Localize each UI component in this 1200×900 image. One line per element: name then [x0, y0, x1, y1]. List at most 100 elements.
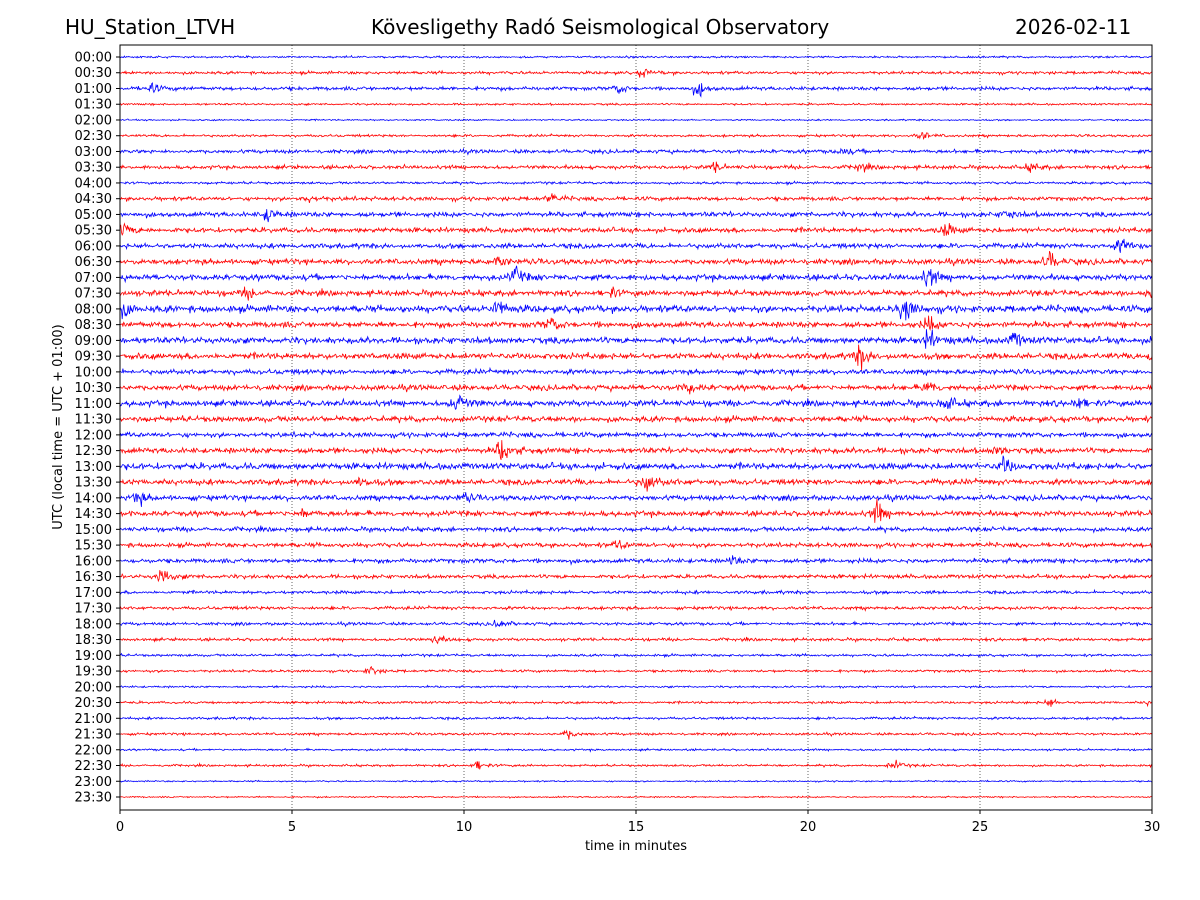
date-label: 2026-02-11: [1015, 15, 1132, 39]
trace-1730: [119, 604, 1153, 612]
trace-1000: [119, 366, 1153, 377]
trace-1230: [119, 440, 1153, 461]
trace-0700: [119, 265, 1153, 287]
y-tick-label: 11:30: [75, 413, 112, 428]
trace-1100: [119, 394, 1153, 410]
trace-2330: [119, 795, 1153, 799]
y-tick-label: 19:00: [75, 649, 112, 664]
y-tick-label: 05:30: [75, 224, 112, 239]
y-tick-label: 16:00: [75, 554, 112, 569]
y-tick-label: 01:30: [75, 98, 112, 113]
trace-0130: [119, 101, 1153, 107]
x-tick-label: 0: [116, 820, 124, 835]
trace-1300: [119, 455, 1153, 472]
y-tick-label: 22:00: [75, 743, 112, 758]
y-tick-label: 18:00: [75, 617, 112, 632]
trace-2230: [119, 759, 1153, 770]
y-tick-label: 12:30: [75, 444, 112, 459]
station-name: HU_Station_LTVH: [65, 15, 236, 39]
y-tick-label: 15:30: [75, 539, 112, 554]
y-tick-label: 10:30: [75, 381, 112, 396]
trace-0600: [119, 238, 1153, 253]
y-tick-label: 15:00: [75, 523, 112, 538]
y-tick-label: 18:30: [75, 633, 112, 648]
y-axis-label: UTC (local time = UTC + 01:00): [51, 324, 66, 529]
trace-0030: [119, 68, 1152, 78]
trace-0230: [119, 131, 1153, 141]
trace-0200: [119, 118, 1153, 122]
y-tick-label: 00:30: [75, 66, 112, 81]
trace-2130: [119, 729, 1153, 740]
trace-1400: [119, 492, 1153, 507]
y-tick-label: 06:30: [75, 255, 112, 270]
y-tick-label: 14:30: [75, 507, 112, 522]
y-tick-label: 14:00: [75, 491, 112, 506]
y-tick-label: 02:00: [75, 113, 112, 128]
trace-0000: [120, 54, 1153, 60]
y-tick-label: 16:30: [75, 570, 112, 585]
y-tick-label: 03:00: [75, 145, 112, 160]
trace-0300: [119, 147, 1153, 156]
trace-2030: [119, 698, 1153, 708]
y-tick-label: 10:00: [75, 365, 112, 380]
trace-1900: [119, 652, 1153, 659]
y-tick-label: 03:30: [75, 161, 112, 176]
chart-title: Kövesligethy Radó Seismological Observat…: [371, 15, 830, 39]
y-tick-label: 01:00: [75, 82, 112, 97]
trace-0500: [119, 209, 1153, 223]
y-tick-label: 22:30: [75, 759, 112, 774]
x-tick-label: 30: [1144, 820, 1161, 835]
trace-0830: [119, 315, 1153, 331]
y-tick-label: 09:00: [75, 334, 112, 349]
y-tick-label: 11:00: [75, 397, 112, 412]
trace-0630: [119, 250, 1153, 267]
x-tick-label: 10: [456, 820, 473, 835]
trace-2200: [119, 747, 1153, 753]
trace-1330: [119, 476, 1153, 492]
y-tick-label: 13:30: [75, 476, 112, 491]
x-tick-label: 25: [972, 820, 989, 835]
y-tick-label: 17:30: [75, 602, 112, 617]
y-tick-label: 21:00: [75, 712, 112, 727]
trace-1530: [119, 539, 1153, 550]
y-tick-label: 17:00: [75, 586, 112, 601]
trace-1200: [119, 430, 1153, 440]
x-tick-label: 20: [800, 820, 817, 835]
trace-1700: [119, 588, 1153, 596]
x-axis-label: time in minutes: [585, 839, 687, 854]
y-tick-label: 19:30: [75, 665, 112, 680]
trace-0100: [119, 82, 1153, 98]
y-tick-label: 20:30: [75, 696, 112, 711]
y-tick-label: 23:00: [75, 775, 112, 790]
y-tick-label: 02:30: [75, 129, 112, 144]
trace-1430: [119, 498, 1153, 523]
trace-1130: [119, 414, 1153, 424]
trace-1600: [120, 555, 1153, 566]
trace-1930: [119, 666, 1152, 676]
trace-0400: [119, 180, 1153, 187]
trace-0930: [119, 344, 1153, 371]
trace-1030: [119, 382, 1153, 395]
trace-0800: [119, 301, 1153, 321]
y-tick-label: 20:00: [75, 680, 112, 695]
trace-1500: [119, 524, 1153, 535]
trace-0730: [119, 286, 1153, 301]
y-tick-label: 00:00: [75, 51, 112, 66]
y-tick-label: 13:00: [75, 460, 112, 475]
trace-1800: [119, 619, 1153, 628]
y-tick-label: 04:30: [75, 192, 112, 207]
trace-1630: [119, 570, 1153, 583]
y-tick-label: 08:00: [75, 302, 112, 317]
y-tick-label: 04:00: [75, 176, 112, 191]
trace-1830: [119, 635, 1153, 645]
y-tick-label: 06:00: [75, 239, 112, 254]
y-tick-label: 09:30: [75, 350, 112, 365]
y-tick-label: 23:30: [75, 791, 112, 806]
trace-0330: [119, 161, 1153, 174]
trace-0530: [119, 222, 1153, 237]
trace-2100: [119, 715, 1153, 722]
x-tick-label: 5: [288, 820, 296, 835]
y-tick-label: 05:00: [75, 208, 112, 223]
y-tick-label: 08:30: [75, 318, 112, 333]
